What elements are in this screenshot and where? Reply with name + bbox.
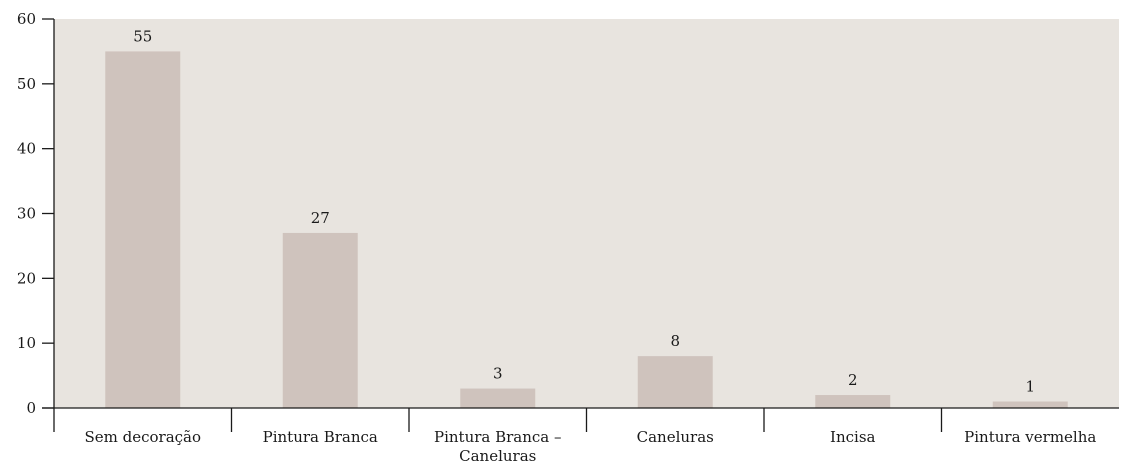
data-labels-group: 55 27 3 8 2 1: [133, 27, 1035, 395]
data-label: 55: [133, 27, 152, 45]
bar: [637, 356, 713, 408]
bar: [815, 395, 891, 408]
y-tick-label: 0: [26, 399, 36, 417]
data-label: 2: [848, 371, 858, 389]
data-label: 3: [493, 365, 503, 383]
y-axis: 0 10 20 30 40 50 60: [17, 10, 55, 432]
bar: [992, 401, 1068, 408]
y-tick-label: 50: [17, 75, 36, 93]
y-tick-label: 40: [17, 140, 36, 158]
y-tick-label: 30: [17, 205, 36, 223]
bar: [460, 388, 536, 408]
bar: [105, 51, 181, 409]
y-tick-label: 10: [17, 334, 36, 352]
x-tick-label: Pintura Branca: [263, 428, 378, 446]
x-axis: Sem decoração Pintura Branca Pintura Branc…: [42, 407, 1119, 465]
y-tick-label: 60: [17, 10, 36, 28]
bar: [282, 232, 358, 408]
x-tick-label: Pintura vermelha: [964, 428, 1096, 446]
x-tick-label: Sem decoração: [84, 428, 201, 446]
x-tick-label: Caneluras: [459, 447, 536, 465]
data-label: 1: [1025, 378, 1035, 396]
bars-group: [105, 51, 1068, 409]
data-label: 27: [311, 209, 330, 227]
y-tick-label: 20: [17, 269, 36, 287]
x-tick-label: Caneluras: [637, 428, 714, 446]
plot-background: [54, 19, 1119, 408]
x-tick-label: Pintura Branca –: [434, 428, 562, 446]
data-label: 8: [670, 332, 680, 350]
x-tick-label: Incisa: [830, 428, 875, 446]
